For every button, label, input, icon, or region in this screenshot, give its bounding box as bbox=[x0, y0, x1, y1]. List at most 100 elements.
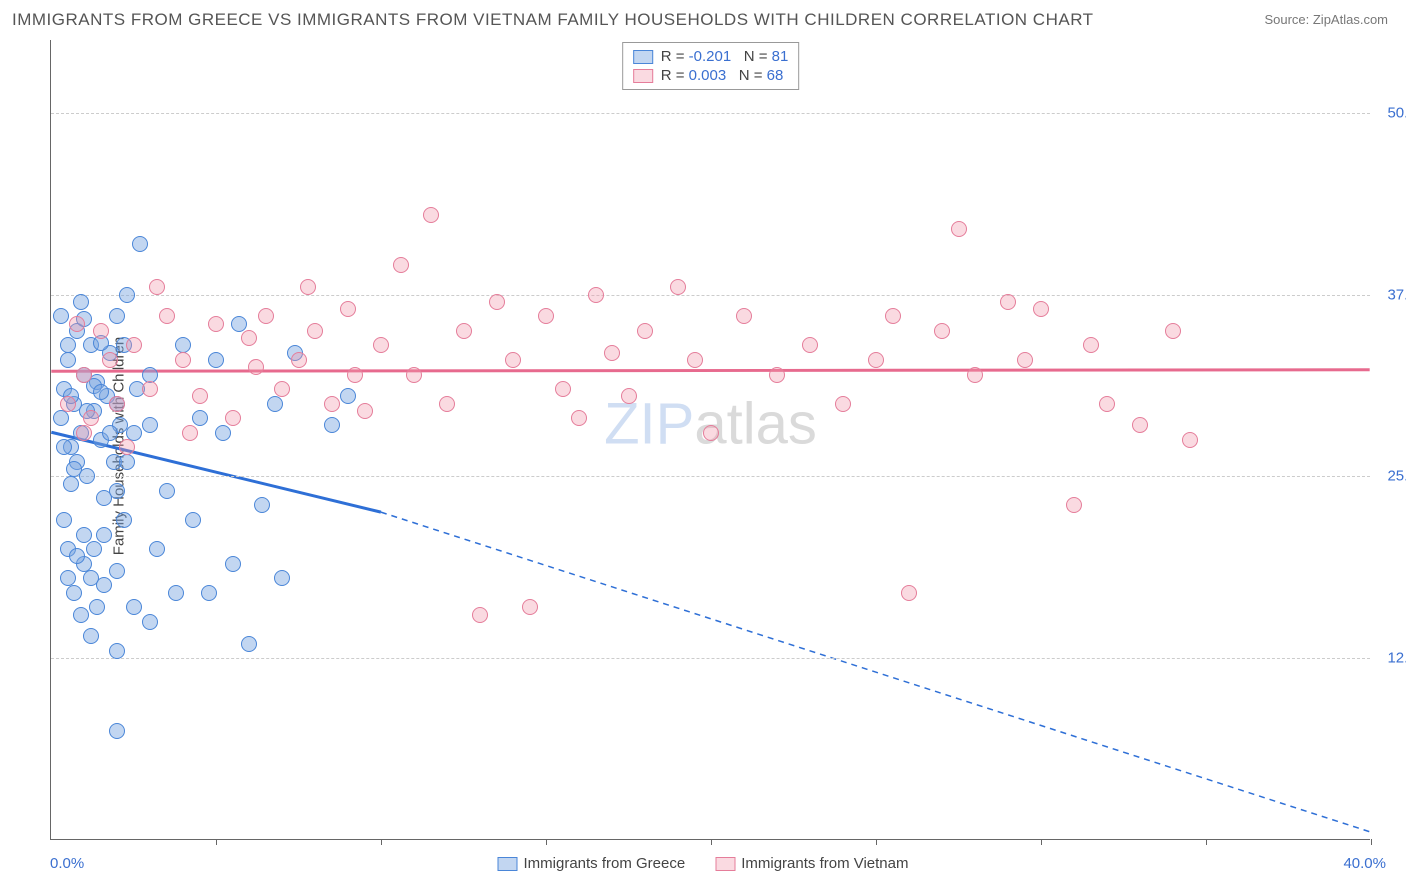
legend-stat-text: R = 0.003 N = 68 bbox=[661, 67, 784, 84]
scatter-point bbox=[291, 352, 307, 368]
scatter-point bbox=[621, 388, 637, 404]
scatter-point bbox=[1000, 294, 1016, 310]
scatter-point bbox=[73, 607, 89, 623]
scatter-point bbox=[159, 308, 175, 324]
scatter-point bbox=[324, 417, 340, 433]
scatter-point bbox=[76, 527, 92, 543]
scatter-point bbox=[66, 585, 82, 601]
x-axis-max: 40.0% bbox=[1343, 855, 1386, 872]
legend-stat-text: R = -0.201 N = 81 bbox=[661, 48, 789, 65]
scatter-point bbox=[96, 527, 112, 543]
gridline bbox=[51, 113, 1370, 114]
scatter-point bbox=[274, 381, 290, 397]
scatter-point bbox=[1066, 497, 1082, 513]
scatter-point bbox=[53, 410, 69, 426]
scatter-point bbox=[109, 723, 125, 739]
scatter-point bbox=[76, 367, 92, 383]
legend-label: Immigrants from Vietnam bbox=[741, 855, 908, 872]
scatter-point bbox=[83, 410, 99, 426]
scatter-point bbox=[149, 541, 165, 557]
x-tick bbox=[546, 839, 547, 845]
scatter-point bbox=[324, 396, 340, 412]
x-tick bbox=[1041, 839, 1042, 845]
scatter-point bbox=[393, 257, 409, 273]
legend-swatch bbox=[498, 857, 518, 871]
scatter-point bbox=[56, 439, 72, 455]
scatter-point bbox=[76, 425, 92, 441]
scatter-point bbox=[63, 476, 79, 492]
scatter-point bbox=[347, 367, 363, 383]
scatter-point bbox=[109, 643, 125, 659]
scatter-point bbox=[456, 323, 472, 339]
scatter-point bbox=[802, 337, 818, 353]
scatter-point bbox=[109, 308, 125, 324]
gridline bbox=[51, 295, 1370, 296]
scatter-point bbox=[168, 585, 184, 601]
scatter-point bbox=[56, 512, 72, 528]
scatter-point bbox=[967, 367, 983, 383]
y-tick-label: 12.5% bbox=[1375, 650, 1406, 667]
scatter-point bbox=[934, 323, 950, 339]
x-tick bbox=[216, 839, 217, 845]
chart-title: IMMIGRANTS FROM GREECE VS IMMIGRANTS FRO… bbox=[12, 10, 1094, 30]
scatter-point bbox=[340, 388, 356, 404]
scatter-point bbox=[1182, 432, 1198, 448]
scatter-point bbox=[489, 294, 505, 310]
x-tick bbox=[711, 839, 712, 845]
scatter-point bbox=[637, 323, 653, 339]
scatter-point bbox=[670, 279, 686, 295]
scatter-point bbox=[248, 359, 264, 375]
scatter-point bbox=[60, 337, 76, 353]
y-tick-label: 25.0% bbox=[1375, 468, 1406, 485]
scatter-point bbox=[423, 207, 439, 223]
scatter-point bbox=[182, 425, 198, 441]
source-label: Source: ZipAtlas.com bbox=[1264, 12, 1388, 27]
scatter-point bbox=[604, 345, 620, 361]
legend-swatch bbox=[633, 69, 653, 83]
scatter-point bbox=[192, 388, 208, 404]
scatter-point bbox=[406, 367, 422, 383]
scatter-point bbox=[60, 396, 76, 412]
scatter-point bbox=[126, 599, 142, 615]
scatter-point bbox=[126, 425, 142, 441]
scatter-point bbox=[231, 316, 247, 332]
scatter-point bbox=[225, 410, 241, 426]
scatter-point bbox=[241, 330, 257, 346]
scatter-point bbox=[258, 308, 274, 324]
scatter-point bbox=[102, 425, 118, 441]
scatter-point bbox=[116, 512, 132, 528]
x-tick bbox=[1371, 839, 1372, 845]
scatter-point bbox=[126, 337, 142, 353]
scatter-point bbox=[1165, 323, 1181, 339]
scatter-point bbox=[109, 396, 125, 412]
scatter-point bbox=[119, 439, 135, 455]
scatter-point bbox=[300, 279, 316, 295]
scatter-point bbox=[119, 287, 135, 303]
scatter-point bbox=[901, 585, 917, 601]
scatter-point bbox=[132, 236, 148, 252]
scatter-point bbox=[192, 410, 208, 426]
y-tick-label: 37.5% bbox=[1375, 286, 1406, 303]
y-tick-label: 50.0% bbox=[1375, 104, 1406, 121]
legend-swatch bbox=[715, 857, 735, 871]
scatter-point bbox=[109, 563, 125, 579]
scatter-point bbox=[274, 570, 290, 586]
scatter-point bbox=[53, 308, 69, 324]
scatter-point bbox=[225, 556, 241, 572]
legend-item: Immigrants from Greece bbox=[498, 855, 686, 872]
scatter-point bbox=[60, 352, 76, 368]
scatter-point bbox=[208, 352, 224, 368]
scatter-point bbox=[307, 323, 323, 339]
scatter-point bbox=[83, 628, 99, 644]
legend-stat-row: R = -0.201 N = 81 bbox=[633, 47, 789, 66]
scatter-point bbox=[66, 461, 82, 477]
scatter-point bbox=[69, 316, 85, 332]
x-tick bbox=[381, 839, 382, 845]
scatter-point bbox=[1132, 417, 1148, 433]
scatter-point bbox=[769, 367, 785, 383]
scatter-point bbox=[208, 316, 224, 332]
x-tick bbox=[1206, 839, 1207, 845]
scatter-point bbox=[1033, 301, 1049, 317]
scatter-point bbox=[93, 323, 109, 339]
scatter-point bbox=[185, 512, 201, 528]
